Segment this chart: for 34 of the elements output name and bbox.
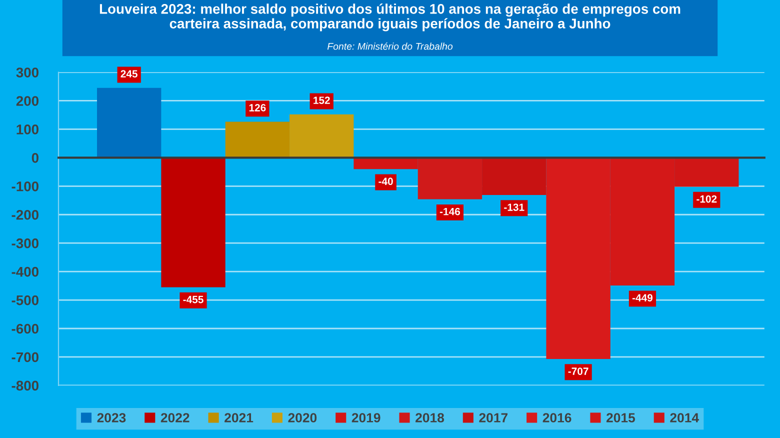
legend-label: 2017 <box>479 413 508 422</box>
legend-label: 2015 <box>606 413 636 422</box>
legend-label: 2022 <box>160 413 190 422</box>
y-tick-label: 100 <box>16 124 38 134</box>
y-tick-label: 200 <box>16 96 38 106</box>
chart-title: Louveira 2023: melhor saldo positivo dos últimos 10 anos na geração de empregos com carteira assinada, comparando iguais períodos de Janeiro a Junho <box>100 4 680 32</box>
legend-label: 2018 <box>416 413 444 422</box>
data-label: 152 <box>314 96 330 104</box>
data-label: 245 <box>120 70 138 78</box>
y-tick-label: 300 <box>16 68 38 78</box>
y-tick-label: 0 <box>32 153 38 163</box>
source-note: Fonte: Ministério do Trabalho <box>327 42 453 50</box>
y-tick-label: -400 <box>12 266 38 277</box>
data-label: -146 <box>440 208 460 216</box>
data-label: -40 <box>378 178 393 186</box>
data-label: 126 <box>249 104 266 112</box>
y-tick-label: -800 <box>12 380 38 391</box>
y-tick-label: -300 <box>12 238 38 248</box>
data-label: -131 <box>504 204 524 211</box>
legend-label: 2023 <box>97 413 126 422</box>
legend-label: 2014 <box>670 413 699 422</box>
y-tick-label: -100 <box>12 181 38 192</box>
y-tick-label: -200 <box>12 210 38 220</box>
data-label: -707 <box>568 368 588 375</box>
data-label: -449 <box>632 294 653 302</box>
data-label: -455 <box>183 296 204 304</box>
legend-label: 2021 <box>224 413 254 422</box>
data-label: -102 <box>696 195 717 203</box>
legend-label: 2019 <box>352 413 380 422</box>
y-tick-label: -600 <box>12 324 38 334</box>
legend-label: 2016 <box>542 413 572 422</box>
y-tick-label: -700 <box>12 352 38 362</box>
y-tick-label: -500 <box>12 295 38 306</box>
legend-label: 2020 <box>288 413 317 422</box>
